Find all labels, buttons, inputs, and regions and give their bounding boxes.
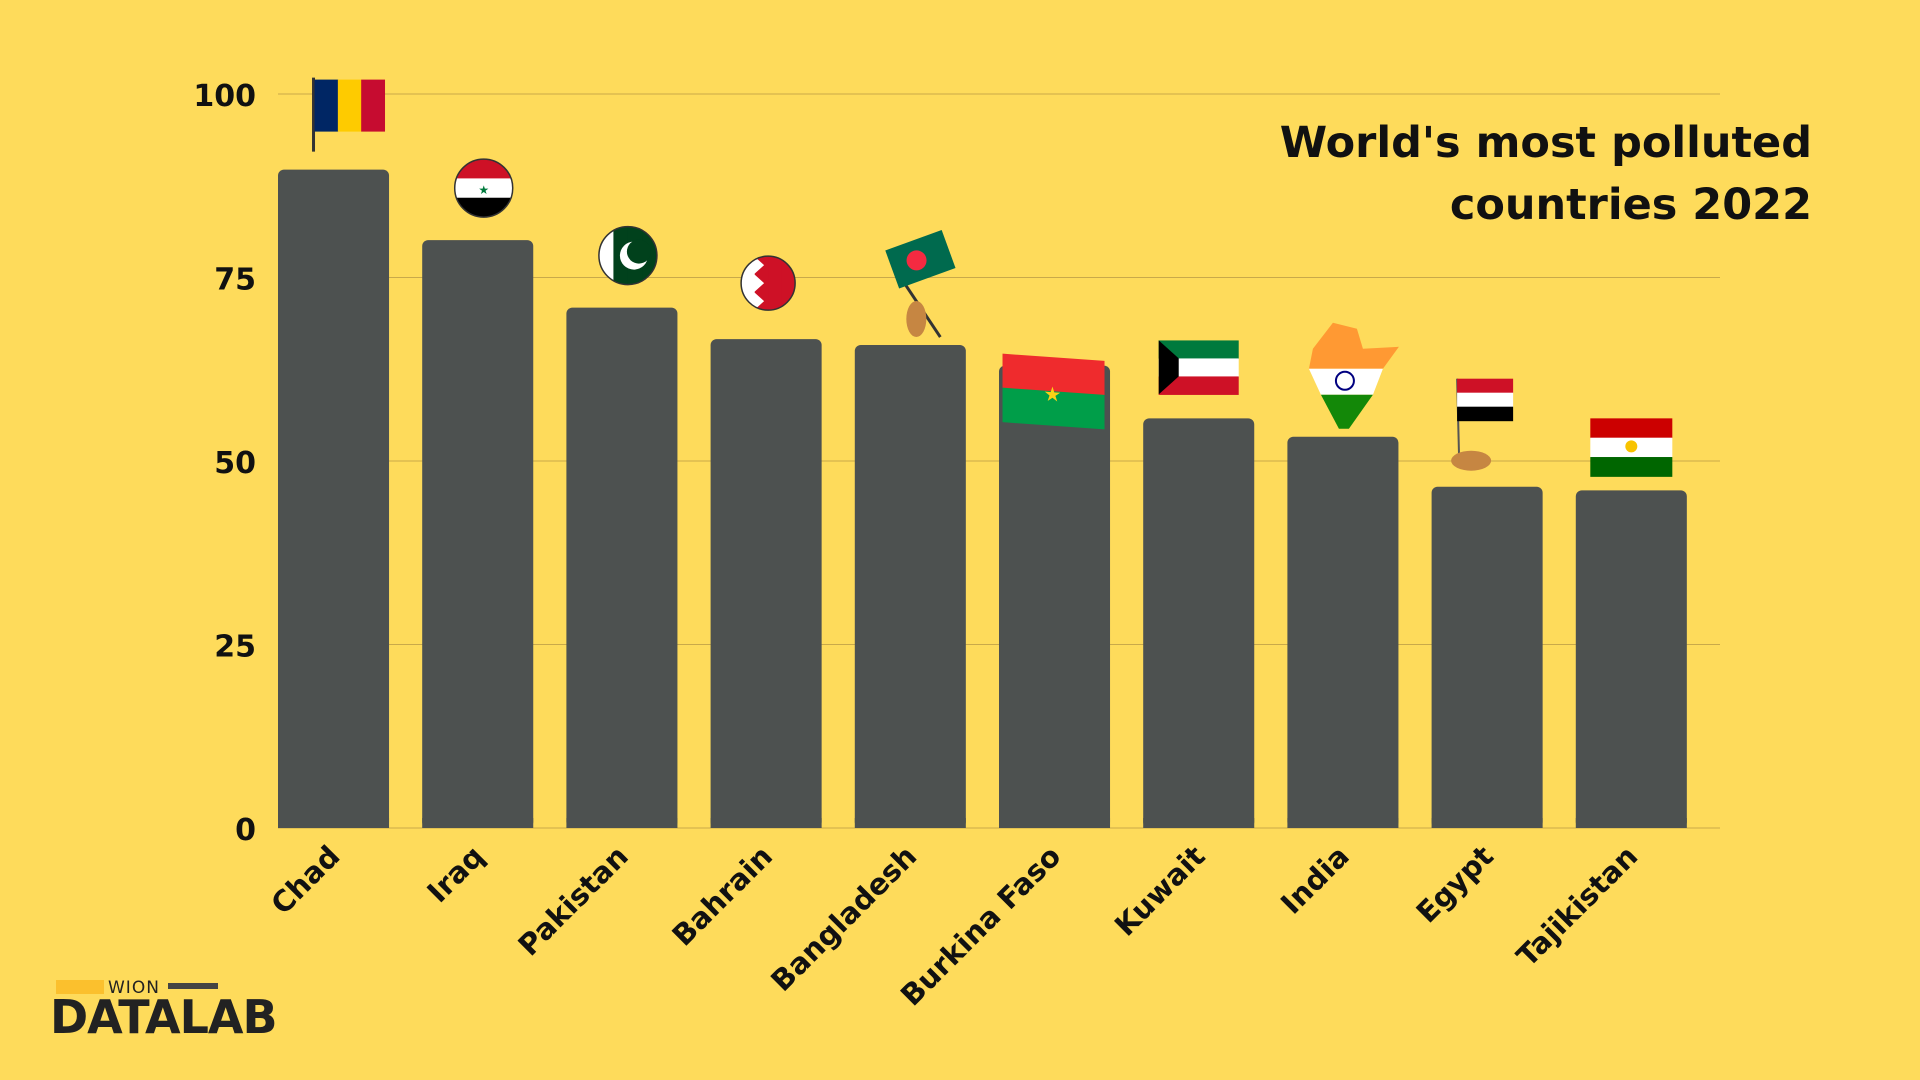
burkina-faso-flag-icon: ★ bbox=[1002, 353, 1105, 430]
x-tick-label: Tajikistan bbox=[1510, 839, 1644, 973]
x-tick-label: Iraq bbox=[420, 839, 490, 909]
bar-kuwait bbox=[1143, 418, 1255, 828]
bar-chad bbox=[278, 169, 390, 829]
bar-egypt bbox=[1431, 486, 1543, 828]
pakistan-flag-icon bbox=[598, 225, 658, 286]
logo-stripe bbox=[168, 983, 218, 989]
egypt-flag-icon bbox=[1457, 378, 1514, 422]
kuwait-flag-icon bbox=[1158, 340, 1239, 395]
x-tick-label: India bbox=[1274, 839, 1356, 921]
bar-base bbox=[710, 818, 822, 828]
tajikistan-flag-icon bbox=[1590, 418, 1673, 477]
hand-icon bbox=[1451, 450, 1492, 471]
x-tick-label: Bangladesh bbox=[764, 839, 923, 998]
hand-icon bbox=[906, 301, 927, 338]
chart-title: World's most polluted countries 2022 bbox=[1112, 112, 1812, 236]
bar-india bbox=[1287, 436, 1399, 828]
bars bbox=[278, 169, 1687, 829]
x-tick-label: Bahrain bbox=[665, 839, 779, 953]
bar-tajikistan bbox=[1575, 490, 1687, 828]
svg-text:★: ★ bbox=[1044, 382, 1062, 407]
bangladesh-flag-icon bbox=[885, 229, 956, 289]
bar-pakistan bbox=[566, 307, 678, 828]
y-tick-label: 0 bbox=[235, 813, 256, 848]
y-tick-label: 75 bbox=[214, 263, 256, 298]
y-tick-label: 50 bbox=[214, 446, 256, 481]
chad-flag-icon bbox=[314, 79, 386, 132]
x-axis-ticks: Chad Iraq Pakistan BahrainBangladeshBurkina… bbox=[264, 839, 1644, 1013]
bar-burkina-faso bbox=[999, 365, 1111, 828]
chart-title-line-2: countries 2022 bbox=[1449, 180, 1812, 230]
logo-datalab-text: DATALAB bbox=[50, 990, 278, 1044]
bar-base bbox=[278, 818, 390, 828]
bar-base bbox=[422, 818, 534, 828]
flags: ★★ bbox=[312, 77, 1673, 477]
y-tick-label: 25 bbox=[214, 630, 256, 665]
logo-accent bbox=[56, 980, 104, 994]
x-tick-label: Egypt bbox=[1409, 839, 1500, 930]
bahrain-flag-icon bbox=[740, 255, 796, 311]
bar-bahrain bbox=[710, 339, 822, 828]
chart-title-line-1: World's most polluted bbox=[1279, 118, 1812, 168]
bar-base bbox=[1575, 818, 1687, 828]
bar-base bbox=[566, 818, 678, 828]
bar-base bbox=[1143, 818, 1255, 828]
x-tick-label: Kuwait bbox=[1108, 839, 1212, 943]
bar-base bbox=[999, 818, 1111, 828]
x-tick-label: Pakistan bbox=[511, 839, 634, 962]
bar-iraq bbox=[422, 240, 534, 829]
iraq-flag-icon: ★ bbox=[453, 158, 514, 218]
bar-base bbox=[1287, 818, 1399, 828]
x-tick-label: Chad bbox=[264, 839, 346, 921]
y-tick-label: 100 bbox=[193, 79, 256, 114]
bar-bangladesh bbox=[854, 345, 966, 828]
india-flag-icon bbox=[1308, 322, 1399, 429]
wion-datalab-logo: WION DATALAB bbox=[50, 970, 280, 1044]
bar-base bbox=[1431, 818, 1543, 828]
logo-wion-text: WION bbox=[108, 978, 160, 998]
svg-text:★: ★ bbox=[478, 183, 489, 197]
bar-base bbox=[854, 818, 966, 828]
y-axis-ticks: 0 25 50 75 100 bbox=[193, 79, 256, 848]
